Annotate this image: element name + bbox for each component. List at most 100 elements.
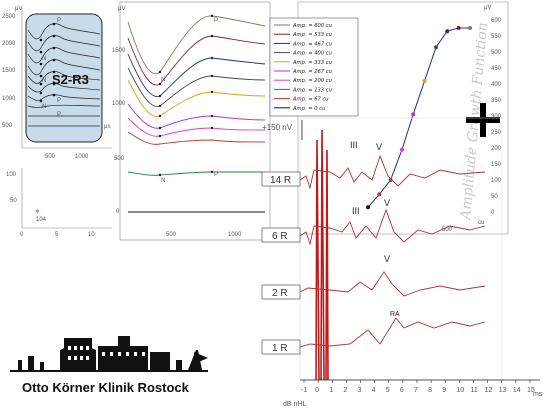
peak-v-6r: V xyxy=(384,198,390,208)
growth-ytick: 450 xyxy=(491,66,502,72)
legend-entry: Amp. = 0 cu xyxy=(292,106,326,112)
legend-entry: Amp. = 400 cu xyxy=(292,51,333,57)
stimulus-artifact xyxy=(315,129,329,381)
level-1r[interactable]: 1 R xyxy=(272,343,288,354)
small-ytick-2: 50 xyxy=(10,198,17,204)
small-xtick-2: 5 xyxy=(55,232,59,238)
abr-xtick: 7 xyxy=(414,387,418,394)
growth-point xyxy=(434,45,438,50)
trace-6r xyxy=(299,208,486,246)
middle-label-p: P xyxy=(214,18,218,24)
growth-ytick: 550 xyxy=(491,34,502,40)
inset-label-p3: P xyxy=(57,112,61,118)
left-ytick-3: 1500 xyxy=(2,68,16,74)
growth-point xyxy=(468,26,472,30)
growth-ytick: 0 xyxy=(491,210,495,216)
abr-traces-panel: +150 nV 14 R 6 R 2 R 1 R III V III V V R… xyxy=(261,117,543,408)
growth-line-series xyxy=(366,26,472,210)
growth-xtick-1: 500 xyxy=(442,227,453,233)
abr-xtick: 12 xyxy=(485,387,493,394)
abr-x-unit: ms xyxy=(533,391,543,398)
amplitude-legend: Amp. = 600 cu Amp. = 533 cu Amp. = 467 cu A… xyxy=(269,17,359,117)
peak-v-14r: V xyxy=(376,142,382,152)
abr-xtick: 13 xyxy=(499,387,507,394)
middle-ytick-2: 1000 xyxy=(112,101,126,107)
left-xtick-1: 500 xyxy=(45,154,56,160)
middle-ytick-3: 500 xyxy=(114,156,125,162)
abr-xtick: 5 xyxy=(386,387,390,394)
middle-ytick-4: 0 xyxy=(116,209,120,215)
legend-entry: Amp. = 67 cu xyxy=(292,97,329,103)
abr-xtick: 9 xyxy=(442,387,446,394)
abr-xtick: 0 xyxy=(315,387,319,394)
middle-xtick-1: 500 xyxy=(166,232,177,238)
abr-xtick: 10 xyxy=(456,387,464,394)
growth-point xyxy=(456,26,461,30)
legend-entry: Amp. = 267 cu xyxy=(292,69,333,75)
middle-label-n2: N xyxy=(161,178,165,184)
inset-label-n1: N xyxy=(42,56,46,62)
growth-ytick: 600 xyxy=(491,18,502,24)
middle-wave-panel: 1500 1000 500 0 μV 500 1000 xyxy=(112,1,271,241)
peak-ra-1r: RA xyxy=(390,311,400,318)
small-scatter-panel: 100 50 0 5 10 ✶ 104 xyxy=(6,168,112,238)
abr-xtick: 4 xyxy=(372,387,376,394)
legend-entry: Amp. = 133 cu xyxy=(292,87,333,93)
inset-title: S2-R3 xyxy=(52,72,89,87)
growth-ytick: 150 xyxy=(491,162,502,168)
abr-xtick: 15 xyxy=(527,387,535,394)
abr-x-ticks: -1 0 1 2 3 4 5 6 7 8 9 10 11 12 13 14 15 xyxy=(301,380,535,394)
abr-xtick: 1 xyxy=(329,387,333,394)
inset-label-p2: P xyxy=(57,98,61,104)
inset-label-n3: N xyxy=(42,104,46,110)
left-ytick-4: 1000 xyxy=(2,96,16,102)
legend-entry: Amp. = 333 cu xyxy=(292,60,333,66)
legend-entry: Amp. = 533 cu xyxy=(292,32,333,38)
level-2r[interactable]: 2 R xyxy=(272,288,288,299)
inset-peak-markers xyxy=(39,22,56,103)
growth-point xyxy=(422,78,427,83)
middle-y-unit: μV xyxy=(118,6,125,12)
legend-entry: Amp. = 467 cu xyxy=(292,41,333,47)
growth-point xyxy=(411,112,416,117)
middle-xtick-2: 1000 xyxy=(228,232,242,238)
growth-point xyxy=(366,205,370,210)
abr-xtick: 3 xyxy=(358,387,362,394)
growth-point xyxy=(445,29,450,34)
level-14r-box[interactable] xyxy=(261,171,301,187)
middle-waves xyxy=(127,15,266,213)
legend-entry: Amp. = 200 cu xyxy=(292,78,333,84)
left-xtick-2: 1000 xyxy=(75,154,89,160)
peak-iii-14r: III xyxy=(350,140,358,150)
inset-waves xyxy=(27,23,101,127)
logo-skyline-icon xyxy=(10,336,208,372)
scale-label: +150 nV xyxy=(262,123,293,132)
trace-1r xyxy=(299,317,486,348)
growth-ytick: 350 xyxy=(491,98,502,104)
left-x-unit: μs xyxy=(104,124,110,130)
level-6r[interactable]: 6 R xyxy=(272,231,288,242)
growth-x-unit: cu xyxy=(478,220,484,226)
left-y-unit: μV xyxy=(15,6,22,12)
abr-xtick: 14 xyxy=(513,387,521,394)
growth-ytick: 200 xyxy=(491,146,502,152)
growth-ytick: 400 xyxy=(491,82,502,88)
legend-entry: Amp. = 600 cu xyxy=(292,23,333,29)
clinic-logo: Otto Körner Klinik Rostock xyxy=(10,336,208,395)
growth-ytick: 50 xyxy=(491,194,498,200)
small-point-label: 104 xyxy=(36,217,47,223)
growth-ytick: 250 xyxy=(491,130,502,136)
level-6r-box[interactable] xyxy=(261,227,301,243)
trace-14r xyxy=(299,154,486,190)
abr-xtick: 11 xyxy=(471,387,478,394)
small-ytick-1: 100 xyxy=(6,172,17,178)
abr-xtick: -1 xyxy=(301,387,307,394)
small-xtick-3: 10 xyxy=(88,232,95,238)
crosshair-plus-icon[interactable] xyxy=(466,103,500,137)
s2r3-inset xyxy=(25,13,103,143)
level-14r[interactable]: 14 R xyxy=(270,175,291,186)
middle-ytick-1: 1500 xyxy=(112,48,126,54)
small-xtick-1: 0 xyxy=(20,232,24,238)
abr-traces xyxy=(299,154,486,348)
